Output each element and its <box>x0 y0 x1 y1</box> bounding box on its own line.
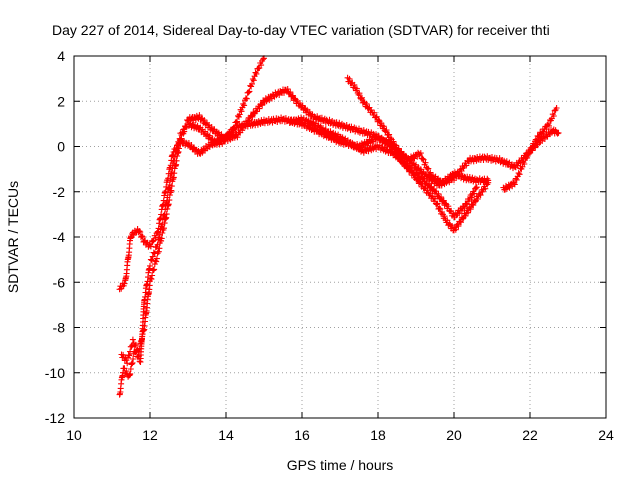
series-track-3 <box>116 55 267 293</box>
x-tick-label: 12 <box>142 427 158 443</box>
x-tick-label: 20 <box>446 427 462 443</box>
y-tick-label: -2 <box>53 184 66 200</box>
series-layer <box>116 55 562 398</box>
series-track-6 <box>500 105 560 193</box>
y-tick-label: -6 <box>53 274 66 290</box>
series-track-5 <box>344 74 492 188</box>
series-markers <box>116 55 267 293</box>
y-tick-label: -4 <box>53 229 66 245</box>
y-tick-label: -10 <box>45 365 65 381</box>
x-tick-label: 24 <box>598 427 614 443</box>
x-tick-label: 10 <box>66 427 82 443</box>
series-markers <box>500 105 560 193</box>
x-tick-label: 22 <box>522 427 538 443</box>
chart-title: Day 227 of 2014, Sidereal Day-to-day VTE… <box>52 22 550 38</box>
x-tick-label: 14 <box>218 427 234 443</box>
y-tick-label: 2 <box>57 93 65 109</box>
x-axis-label: GPS time / hours <box>287 457 394 473</box>
series-track-4 <box>287 114 480 221</box>
y-axis-label: SDTVAR / TECUs <box>5 181 21 293</box>
x-tick-label: 16 <box>294 427 310 443</box>
y-tick-label: 0 <box>57 139 65 155</box>
y-tick-label: -8 <box>53 320 66 336</box>
series-markers <box>287 114 480 221</box>
x-tick-label: 18 <box>370 427 386 443</box>
y-tick-label: 4 <box>57 48 65 64</box>
series-markers <box>344 74 492 188</box>
y-tick-label: -12 <box>45 410 65 426</box>
